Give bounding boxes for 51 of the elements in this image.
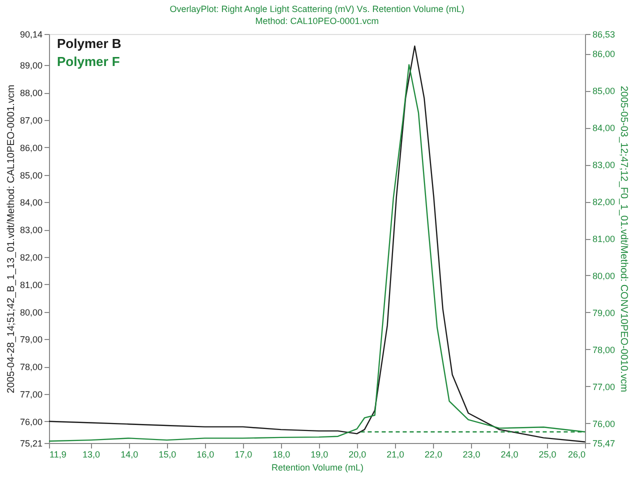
x-tick-label: 20,0: [348, 450, 366, 460]
y2-tick-label: 80,00: [592, 270, 616, 281]
y-tick-label: 90,14: [20, 30, 42, 40]
y2-tick-label: 86,53: [592, 30, 616, 40]
y-tick-label: 79,00: [20, 334, 42, 345]
chart-subtitle: Method: CAL10PEO-0001.vcm: [255, 16, 379, 26]
y-tick-label: 89,00: [20, 60, 42, 71]
y2-tick-label: 78,00: [592, 344, 616, 355]
x-tick-label: 24,0: [500, 450, 518, 460]
y-tick-label: 84,00: [20, 198, 42, 208]
x-tick-label: 21,0: [386, 450, 404, 460]
y-tick-label: 85,00: [20, 170, 42, 180]
y2-axis-title: 2005-05-03_12;47;12_F0_1_01.vdt/Method: CONV10PEO-0010.vcm: [618, 86, 630, 392]
y2-tick-label: 86,00: [592, 49, 616, 60]
y-tick-label: 86,00: [20, 142, 42, 153]
y-tick-label: 75,21: [20, 438, 42, 448]
y-tick-label: 76,00: [20, 416, 42, 427]
y2-tick-label: 76,00: [592, 418, 616, 429]
x-tick-label: 16,0: [196, 450, 214, 460]
x-tick-label: 14,0: [120, 450, 138, 460]
y2-tick-label: 77,00: [592, 382, 616, 392]
y-tick-label: 77,00: [20, 389, 42, 400]
x-tick-label: 15,0: [158, 450, 176, 460]
x-tick-label: 11,9: [50, 450, 66, 460]
y2-tick-label: 82,00: [592, 197, 616, 208]
x-tick-label: 17,0: [234, 450, 252, 460]
x-tick-label: 22,0: [424, 450, 442, 460]
y-tick-label: 83,00: [20, 225, 42, 236]
y-tick-label: 88,00: [20, 88, 42, 98]
x-tick-label: 25,0: [538, 450, 556, 460]
x-axis-title: Retention Volume (mL): [271, 462, 364, 472]
y2-tick-label: 75,47: [592, 438, 616, 448]
y2-tick-label: 85,00: [592, 86, 616, 96]
text: Polymer B: [57, 36, 122, 51]
y-tick-label: 80,00: [20, 307, 42, 318]
x-tick-label: 13,0: [82, 450, 100, 460]
x-tick-label: 19,0: [310, 450, 328, 460]
y-tick-label: 81,00: [20, 280, 42, 290]
y-tick-label: 82,00: [20, 252, 42, 262]
chart-title: OverlayPlot: Right Angle Light Scattering (mV) Vs. Retention Volume (mL): [170, 4, 464, 14]
y-tick-label: 87,00: [20, 116, 42, 126]
y2-tick-label: 79,00: [592, 308, 616, 318]
x-tick-label: 23,0: [462, 450, 480, 460]
y2-tick-label: 83,00: [592, 160, 616, 170]
x-tick-label: 26,0: [568, 450, 586, 460]
y-tick-label: 78,00: [20, 362, 42, 372]
text: Polymer F: [57, 54, 120, 69]
y2-tick-label: 81,00: [592, 234, 616, 244]
x-tick-label: 18,0: [272, 450, 290, 460]
y2-tick-label: 84,00: [592, 123, 616, 134]
y-axis-title: 2005-04-28_14;51;42_B_1_13_01.vdt/Method: CAL10PEO-0001.vcm: [6, 84, 17, 394]
